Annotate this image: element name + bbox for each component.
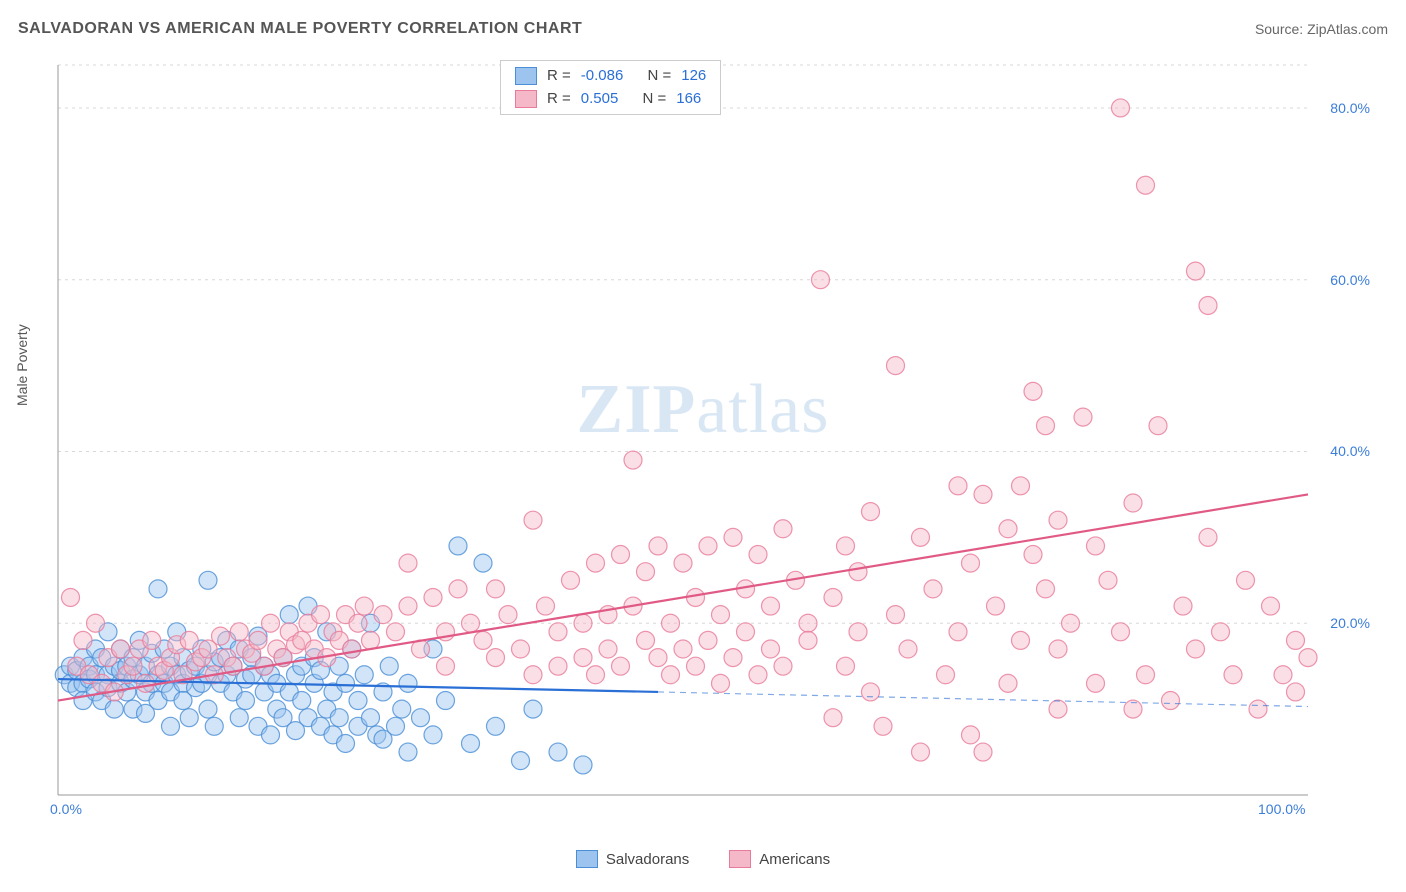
correlation-box: R = -0.086 N = 126 R = 0.505 N = 166 [500, 60, 721, 115]
legend-label-americans: Americans [759, 851, 830, 868]
swatch-salvadorans [515, 67, 537, 85]
legend: Salvadorans Americans [0, 850, 1406, 868]
r-label: R = [547, 65, 571, 88]
corr-row-americans: R = 0.505 N = 166 [515, 88, 706, 111]
legend-swatch-americans [729, 850, 751, 868]
source-link[interactable]: ZipAtlas.com [1307, 21, 1388, 37]
legend-swatch-salvadorans [576, 850, 598, 868]
r-value-salvadorans: -0.086 [581, 65, 624, 88]
scatter-plot [48, 55, 1378, 825]
source-label: Source: [1255, 21, 1303, 37]
r-label: R = [547, 88, 571, 111]
legend-item-salvadorans: Salvadorans [576, 850, 689, 868]
plot-svg [48, 55, 1378, 825]
n-label: N = [647, 65, 671, 88]
corr-row-salvadorans: R = -0.086 N = 126 [515, 65, 706, 88]
r-value-americans: 0.505 [581, 88, 619, 111]
n-value-americans: 166 [676, 88, 701, 111]
legend-label-salvadorans: Salvadorans [606, 851, 689, 868]
legend-item-americans: Americans [729, 850, 830, 868]
source-citation: Source: ZipAtlas.com [1255, 21, 1388, 37]
chart-title: SALVADORAN VS AMERICAN MALE POVERTY CORR… [18, 20, 582, 38]
header: SALVADORAN VS AMERICAN MALE POVERTY CORR… [18, 20, 1388, 38]
n-value-salvadorans: 126 [681, 65, 706, 88]
y-axis-label: Male Poverty [14, 324, 30, 406]
n-label: N = [642, 88, 666, 111]
swatch-americans [515, 90, 537, 108]
